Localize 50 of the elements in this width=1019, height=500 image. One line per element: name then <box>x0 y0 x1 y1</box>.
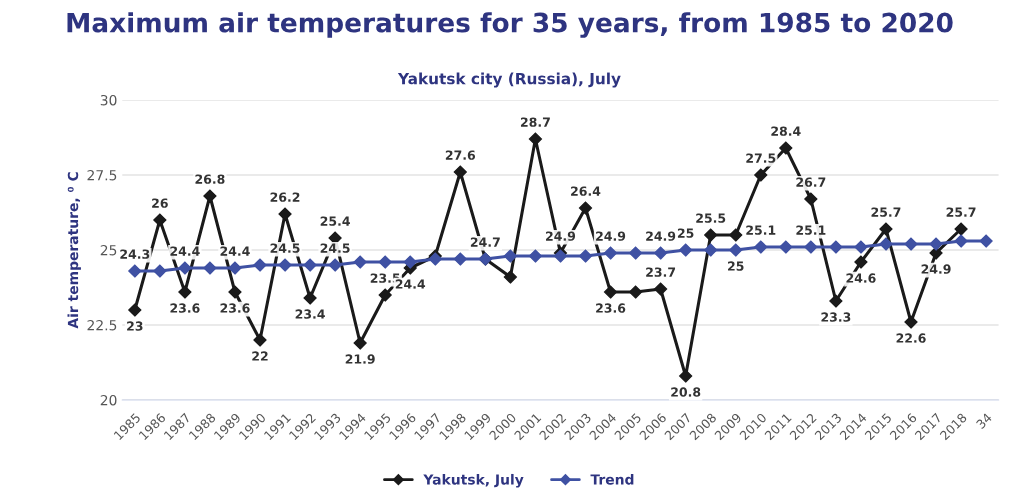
y-axis-title: Air temperature, ⁰ C <box>67 172 81 329</box>
data-label: 28.7 <box>520 117 550 127</box>
x-tick-label: 34 <box>975 412 993 430</box>
data-label: 25 <box>677 228 694 238</box>
data-label: 24.6 <box>846 273 876 283</box>
chart-title: Maximum air temperatures for 35 years, from 1985 to 2020 <box>67 12 953 38</box>
data-label: 28.4 <box>771 126 801 136</box>
data-label: 24.5 <box>270 243 300 253</box>
legend-label: Trend <box>590 473 634 485</box>
y-tick-label: 25 <box>100 244 117 256</box>
data-label: 26.4 <box>571 186 601 196</box>
data-label: 26 <box>152 198 168 208</box>
data-label: 27.6 <box>445 150 476 160</box>
data-label: 22.6 <box>896 333 926 343</box>
data-label: 24.4 <box>220 246 250 256</box>
data-label: 26.7 <box>796 177 826 187</box>
data-label: 24.9 <box>596 231 626 241</box>
data-label: 21.9 <box>345 354 375 364</box>
data-label: 25.5 <box>696 213 726 223</box>
data-label: 25.7 <box>946 207 976 217</box>
data-label: 25.4 <box>320 216 350 226</box>
data-label: 20.8 <box>671 387 701 397</box>
data-label: 23 <box>127 321 143 331</box>
data-label: 24.9 <box>546 231 576 241</box>
data-label: 23.7 <box>646 267 676 277</box>
data-label: 25.1 <box>796 225 826 235</box>
data-label: 24.5 <box>320 243 350 253</box>
data-label: 24.4 <box>170 246 200 256</box>
data-label: 25.1 <box>746 225 776 235</box>
data-label: 27.5 <box>746 153 776 163</box>
chart-subtitle: Yakutsk city (Russia), July <box>397 72 621 88</box>
data-label: 22 <box>252 351 268 361</box>
data-label: 25 <box>728 261 744 271</box>
y-tick-label: 30 <box>100 94 117 106</box>
y-tick-label: 27.5 <box>87 169 117 181</box>
y-tick-label: 20 <box>100 394 117 406</box>
legend-label: Yakutsk, July <box>423 473 524 488</box>
data-label: 25.7 <box>871 207 901 217</box>
data-label: 24.7 <box>470 237 500 247</box>
data-label: 23.6 <box>596 303 626 313</box>
data-label: 24.9 <box>921 264 951 274</box>
data-label: 24.9 <box>646 231 676 241</box>
y-tick-label: 22.5 <box>87 319 117 331</box>
data-label: 23.3 <box>821 312 851 322</box>
data-label: 23.6 <box>170 303 200 313</box>
data-label: 23.6 <box>220 303 250 313</box>
data-label: 23.4 <box>295 309 325 319</box>
data-label: 26.8 <box>195 174 225 184</box>
data-label: 24.3 <box>120 249 150 259</box>
data-label: 26.2 <box>270 192 300 202</box>
